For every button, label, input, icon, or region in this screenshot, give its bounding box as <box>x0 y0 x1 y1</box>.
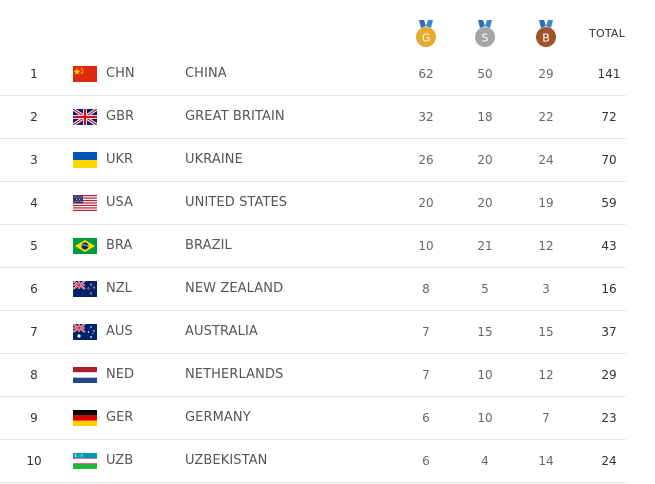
gold-count-cell: 10 <box>418 239 434 253</box>
total-count-cell: 37 <box>601 325 617 339</box>
bronze-count-cell: 7 <box>542 411 550 425</box>
country-name-link[interactable]: CHINA <box>185 66 227 81</box>
gold-count-cell: 32 <box>418 110 434 124</box>
silver-count-cell: 20 <box>477 153 493 167</box>
bronze-medal-icon: B <box>535 20 557 48</box>
country-name-link[interactable]: UZBEKISTAN <box>185 453 268 468</box>
total-count-cell: 23 <box>601 411 617 425</box>
country-code-cell: AUS <box>106 324 133 339</box>
silver-medal-icon: S <box>474 20 496 48</box>
country-code-cell: UZB <box>106 453 134 468</box>
usa-flag-icon <box>73 195 97 211</box>
silver-count-cell: 18 <box>477 110 493 124</box>
gold-medal-icon: G <box>415 20 437 48</box>
bronze-count-cell: 14 <box>538 454 554 468</box>
silver-count-cell: 20 <box>477 196 493 210</box>
silver-count-cell: 15 <box>477 325 493 339</box>
ukraine-flag-icon <box>73 152 97 168</box>
table-row[interactable]: 3 UKR UKRAINE 26 20 24 70 <box>0 139 626 182</box>
silver-count-cell: 21 <box>477 239 493 253</box>
table-row[interactable]: 9 GER GERMANY 6 10 7 23 <box>0 397 626 440</box>
country-name-link[interactable]: GREAT BRITAIN <box>185 109 285 124</box>
silver-medal-letter: S <box>482 32 489 45</box>
table-row[interactable]: 4 USA UNITED STATES 20 20 19 59 <box>0 182 626 225</box>
gold-medal-letter: G <box>422 32 431 45</box>
rank-cell: 1 <box>30 67 38 81</box>
great-britain-flag-icon <box>73 109 97 125</box>
table-header: G S B TOTAL <box>0 0 655 54</box>
uzbekistan-flag-icon <box>73 453 97 469</box>
table-row[interactable]: 1 CHN CHINA 62 50 29 141 <box>0 53 626 96</box>
netherlands-flag-icon <box>73 367 97 383</box>
total-count-cell: 141 <box>597 67 621 81</box>
rank-cell: 2 <box>30 110 38 124</box>
total-count-cell: 43 <box>601 239 617 253</box>
rank-cell: 7 <box>30 325 38 339</box>
bronze-count-cell: 24 <box>538 153 554 167</box>
rank-cell: 9 <box>30 411 38 425</box>
country-code-cell: UKR <box>106 152 134 167</box>
total-count-cell: 29 <box>601 368 617 382</box>
gold-count-cell: 6 <box>422 454 430 468</box>
bronze-medal-letter: B <box>542 32 550 45</box>
country-name-link[interactable]: UKRAINE <box>185 152 243 167</box>
gold-count-cell: 8 <box>422 282 430 296</box>
gold-count-cell: 20 <box>418 196 434 210</box>
country-name-link[interactable]: AUSTRALIA <box>185 324 258 339</box>
rank-cell: 6 <box>30 282 38 296</box>
country-code-cell: CHN <box>106 66 135 81</box>
country-name-link[interactable]: BRAZIL <box>185 238 232 253</box>
table-row[interactable]: 2 GBR GREAT BRITAIN 32 18 22 72 <box>0 96 626 139</box>
country-code-cell: NED <box>106 367 134 382</box>
country-code-cell: NZL <box>106 281 132 296</box>
bronze-count-cell: 19 <box>538 196 554 210</box>
total-count-cell: 59 <box>601 196 617 210</box>
country-name-link[interactable]: UNITED STATES <box>185 195 288 210</box>
rank-cell: 10 <box>26 454 42 468</box>
table-row[interactable]: 7 AUS AUSTRALIA 7 15 15 37 <box>0 311 626 354</box>
total-count-cell: 70 <box>601 153 617 167</box>
new-zealand-flag-icon <box>73 281 97 297</box>
country-code-cell: GER <box>106 410 134 425</box>
table-row[interactable]: 10 UZB UZBEKISTAN 6 4 14 24 <box>0 440 626 483</box>
medal-table: 1 CHN CHINA 62 50 29 141 2 GBR GREAT BRITAIN 32 18 2… <box>0 53 626 483</box>
total-count-cell: 16 <box>601 282 617 296</box>
bronze-count-cell: 22 <box>538 110 554 124</box>
rank-cell: 4 <box>30 196 38 210</box>
gold-count-cell: 26 <box>418 153 434 167</box>
australia-flag-icon <box>73 324 97 340</box>
silver-count-cell: 50 <box>477 67 493 81</box>
silver-count-cell: 10 <box>477 368 493 382</box>
silver-count-cell: 5 <box>481 282 489 296</box>
country-code-cell: BRA <box>106 238 133 253</box>
bronze-count-cell: 12 <box>538 239 554 253</box>
bronze-count-cell: 29 <box>538 67 554 81</box>
country-code-cell: USA <box>106 195 133 210</box>
china-flag-icon <box>73 66 97 82</box>
bronze-count-cell: 15 <box>538 325 554 339</box>
brazil-flag-icon <box>73 238 97 254</box>
gold-count-cell: 6 <box>422 411 430 425</box>
rank-cell: 3 <box>30 153 38 167</box>
country-name-link[interactable]: GERMANY <box>185 410 251 425</box>
gold-count-cell: 7 <box>422 368 430 382</box>
total-count-cell: 72 <box>601 110 617 124</box>
bronze-count-cell: 12 <box>538 368 554 382</box>
table-row[interactable]: 5 BRA BRAZIL 10 21 12 43 <box>0 225 626 268</box>
rank-cell: 8 <box>30 368 38 382</box>
bronze-count-cell: 3 <box>542 282 550 296</box>
country-name-link[interactable]: NETHERLANDS <box>185 367 284 382</box>
germany-flag-icon <box>73 410 97 426</box>
gold-count-cell: 62 <box>418 67 434 81</box>
table-row[interactable]: 6 NZL NEW ZEALAND 8 5 3 16 <box>0 268 626 311</box>
rank-cell: 5 <box>30 239 38 253</box>
country-code-cell: GBR <box>106 109 135 124</box>
silver-count-cell: 4 <box>481 454 489 468</box>
total-column-header: TOTAL <box>589 27 625 40</box>
total-count-cell: 24 <box>601 454 617 468</box>
table-row[interactable]: 8 NED NETHERLANDS 7 10 12 29 <box>0 354 626 397</box>
silver-count-cell: 10 <box>477 411 493 425</box>
country-name-link[interactable]: NEW ZEALAND <box>185 281 284 296</box>
gold-count-cell: 7 <box>422 325 430 339</box>
